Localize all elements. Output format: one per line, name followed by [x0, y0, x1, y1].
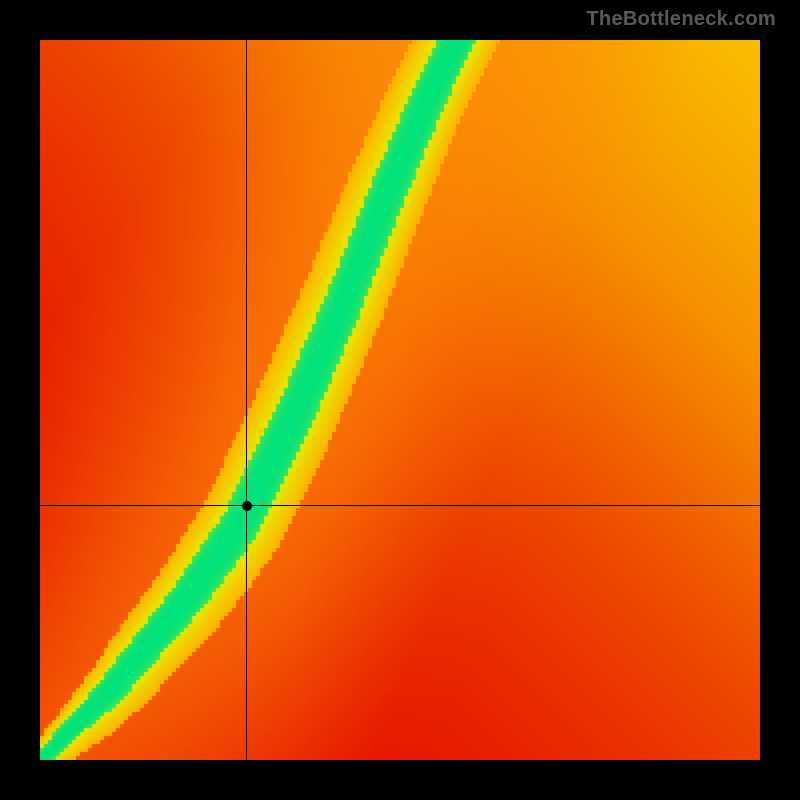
plot-area — [40, 40, 760, 760]
marker-dot — [242, 501, 252, 511]
crosshair-horizontal — [40, 505, 760, 506]
watermark-text: TheBottleneck.com — [586, 8, 776, 31]
chart-container: TheBottleneck.com — [0, 0, 800, 800]
crosshair-vertical — [246, 40, 247, 760]
heatmap-canvas — [40, 40, 760, 760]
